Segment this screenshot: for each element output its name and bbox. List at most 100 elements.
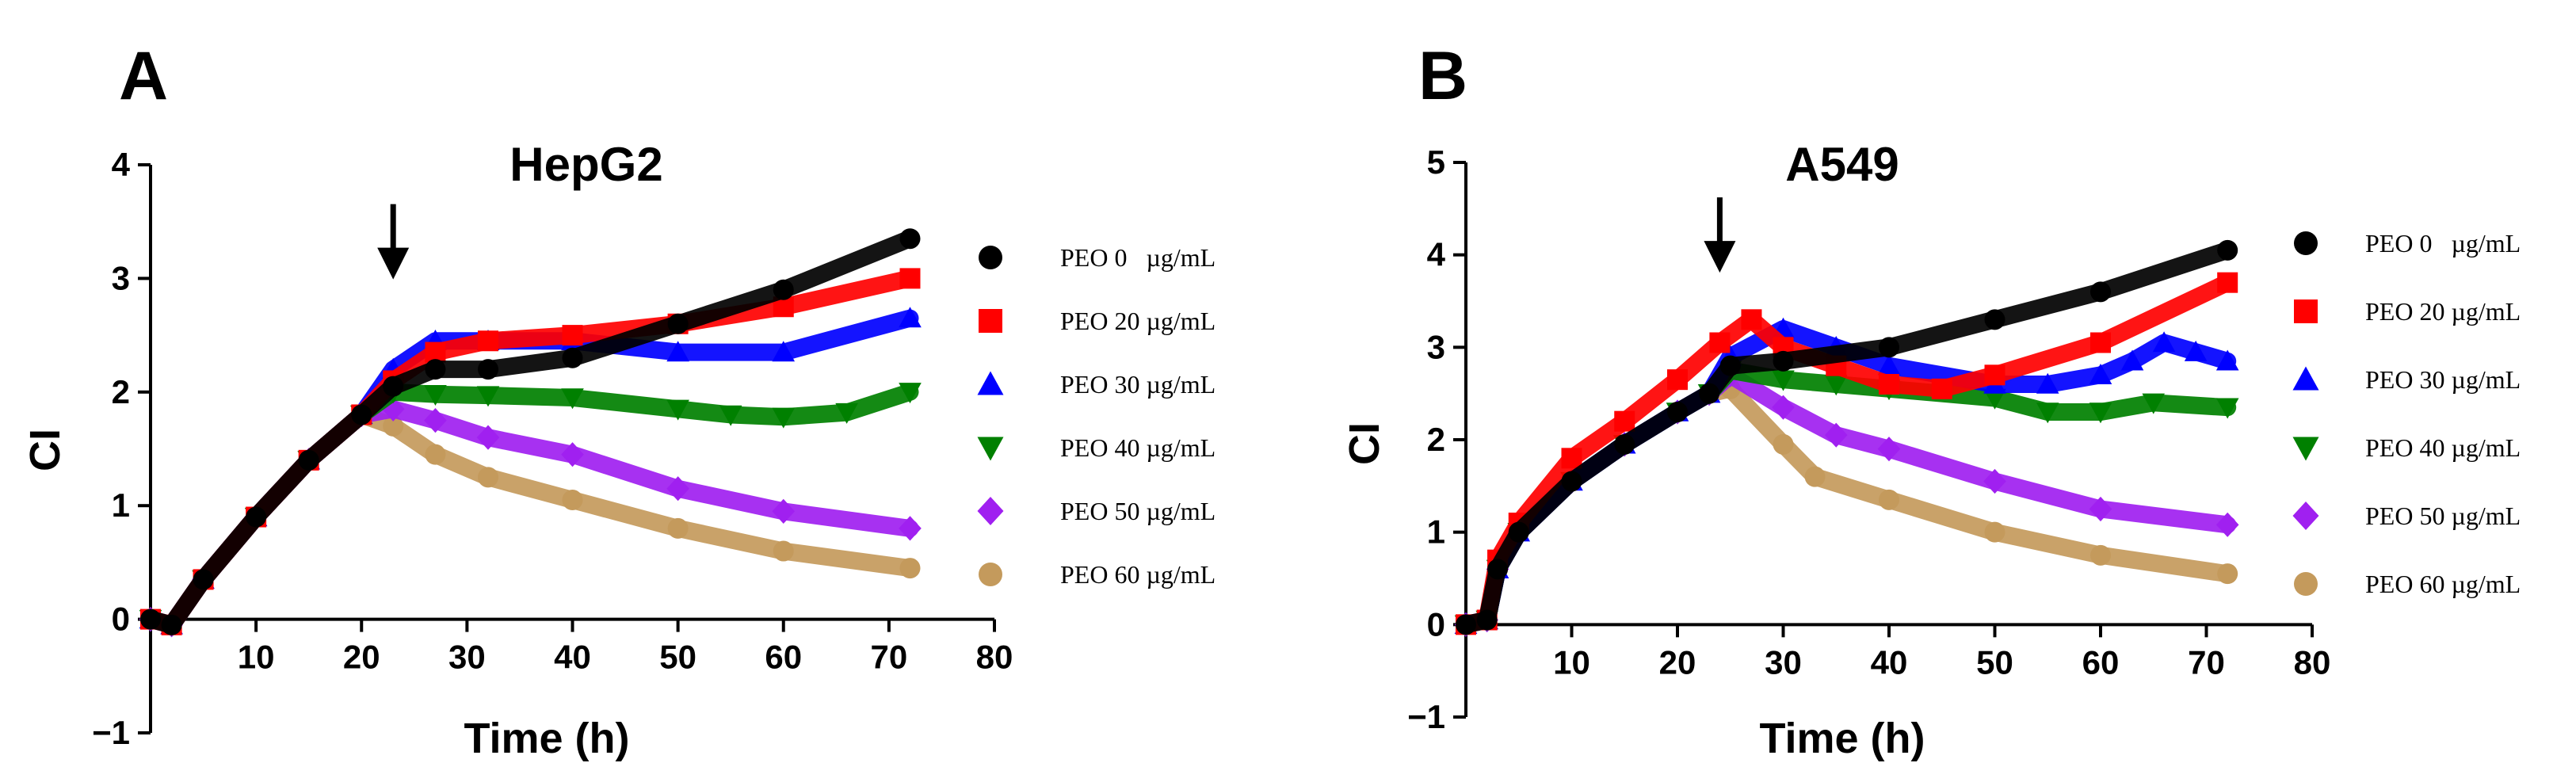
data-point xyxy=(1561,471,1582,492)
chart-title: HepG2 xyxy=(509,138,662,191)
data-point xyxy=(2089,496,2112,522)
y-tick-label: 0 xyxy=(112,601,130,638)
data-point xyxy=(666,476,689,502)
data-point xyxy=(1824,422,1848,448)
plot-area: −1 0 1 2 3 4 10 20 30 40 50 60 70 80 xyxy=(92,146,1013,751)
data-point xyxy=(1983,468,2006,494)
data-point xyxy=(1741,309,1762,330)
data-point xyxy=(666,341,689,362)
data-point xyxy=(1667,369,1688,391)
data-point xyxy=(1877,354,1901,376)
data-point xyxy=(899,383,922,404)
legend-marker xyxy=(979,246,1002,269)
data-point xyxy=(1614,410,1635,432)
data-point xyxy=(1804,466,1826,487)
data-point xyxy=(1561,448,1582,469)
data-point xyxy=(2215,512,2239,537)
legend-marker xyxy=(2292,437,2319,461)
data-point xyxy=(773,540,794,562)
data-point xyxy=(383,376,404,397)
data-point xyxy=(2036,402,2059,424)
data-point xyxy=(424,408,447,433)
legend-marker xyxy=(2294,299,2318,323)
data-point xyxy=(161,614,182,635)
data-point xyxy=(381,396,405,422)
data-point xyxy=(561,442,584,467)
y-tick-label: 4 xyxy=(1427,236,1446,273)
data-point xyxy=(1773,433,1794,455)
data-point xyxy=(1476,609,1498,631)
legend-marker xyxy=(977,497,1004,525)
series-line xyxy=(1457,361,2237,634)
y-tick-label: 1 xyxy=(112,486,130,524)
y-tick-label: 2 xyxy=(112,373,130,410)
panel-a549: B A549 Time (h) CI −1 0 1 2 3 4 5 10 20 30 40 50 60 7… xyxy=(1341,38,2521,762)
data-point xyxy=(2089,364,2112,385)
y-tick-label: 3 xyxy=(1427,328,1445,365)
x-tick-label: 50 xyxy=(659,639,696,676)
data-point xyxy=(1879,374,1899,395)
legend-marker xyxy=(2292,502,2319,530)
data-point xyxy=(298,449,319,471)
data-point xyxy=(1487,559,1509,580)
legend-marker xyxy=(979,563,1002,586)
data-point xyxy=(2184,340,2208,361)
data-point xyxy=(351,404,372,425)
data-point xyxy=(140,608,161,630)
data-point xyxy=(1508,521,1529,543)
data-point xyxy=(1879,489,1899,510)
legend-marker xyxy=(977,371,1004,395)
data-point xyxy=(478,359,498,380)
y-tick-label: −1 xyxy=(1407,698,1445,735)
data-point xyxy=(562,325,583,346)
data-point xyxy=(2090,281,2111,303)
y-tick-label: 2 xyxy=(1427,421,1445,458)
data-point xyxy=(478,467,498,488)
data-point xyxy=(1984,521,2005,543)
x-tick-label: 80 xyxy=(2294,643,2331,681)
data-point xyxy=(773,279,794,300)
data-point xyxy=(1984,364,2005,386)
legend-marker xyxy=(2292,366,2319,391)
legend-label: PEO 60 µg/mL xyxy=(1060,560,1215,589)
data-point xyxy=(425,359,446,380)
data-point xyxy=(2215,398,2239,419)
data-point xyxy=(2089,402,2112,424)
data-point xyxy=(667,313,689,334)
data-point xyxy=(2036,372,2059,394)
legend-label: PEO 20 µg/mL xyxy=(2365,297,2521,326)
panel-letter: A xyxy=(119,38,168,114)
legend-label: PEO 40 µg/mL xyxy=(1060,433,1215,462)
data-point xyxy=(1931,378,1952,399)
legend: PEO 0 µg/mL PEO 20 µg/mL PEO 30 µg/mL PEO 4… xyxy=(977,243,1215,589)
data-point xyxy=(2142,393,2166,414)
data-point xyxy=(425,444,446,465)
data-point xyxy=(476,386,500,407)
x-tick-label: 20 xyxy=(343,639,380,676)
data-point xyxy=(899,307,922,328)
data-point xyxy=(1824,375,1848,396)
data-point xyxy=(1709,332,1731,353)
data-point xyxy=(2217,239,2238,261)
legend-label: PEO 30 µg/mL xyxy=(2365,365,2521,394)
data-point xyxy=(772,407,796,429)
data-point xyxy=(561,388,584,410)
legend-marker xyxy=(977,437,1004,461)
data-point xyxy=(1984,309,2005,330)
data-point xyxy=(1772,395,1795,420)
data-point xyxy=(772,498,796,524)
x-tick-label: 30 xyxy=(1765,643,1802,681)
x-tick-label: 70 xyxy=(871,639,908,676)
data-point xyxy=(2217,272,2238,293)
y-tick-label: 3 xyxy=(112,259,130,296)
legend-label: PEO 20 µg/mL xyxy=(1060,307,1215,335)
y-axis-label: CI xyxy=(1341,422,1388,465)
legend-label: PEO 50 µg/mL xyxy=(2365,502,2521,530)
data-point xyxy=(562,490,583,511)
data-point xyxy=(478,330,498,352)
panel-hepg2: A HepG2 Time (h) CI −1 0 1 2 3 4 10 20 30 40 50 60 7… xyxy=(21,38,1215,762)
data-point xyxy=(2090,544,2111,566)
legend-marker xyxy=(2294,572,2318,596)
x-tick-label: 10 xyxy=(1553,643,1590,681)
